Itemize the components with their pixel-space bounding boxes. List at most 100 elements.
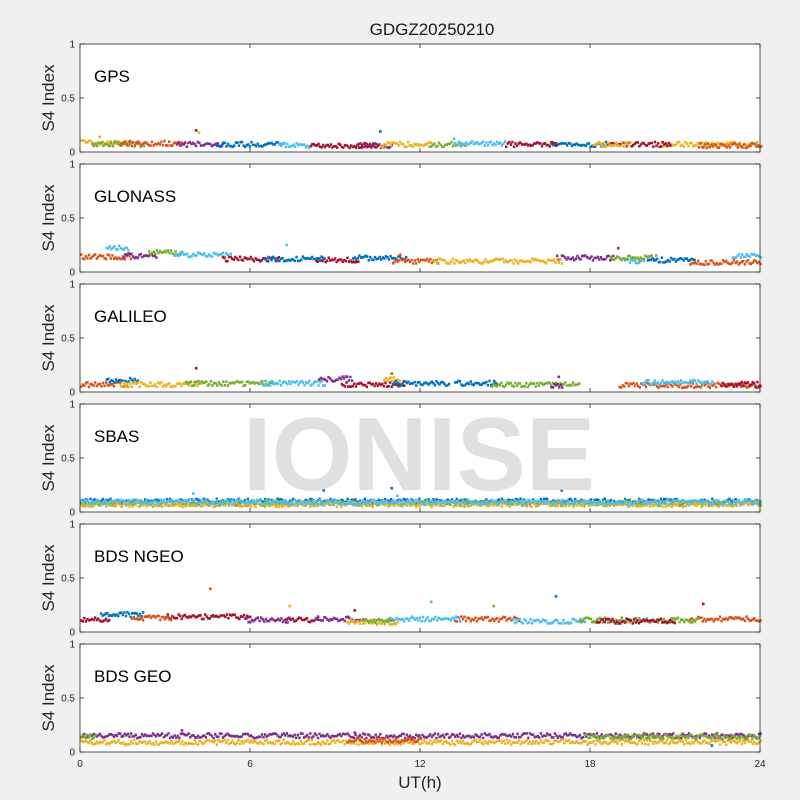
panel-plot-area: [80, 284, 760, 392]
series-2-2: [119, 376, 402, 389]
scatter-markers: [697, 141, 763, 150]
outlier-point: [353, 731, 357, 734]
y-tick-label: 0.5: [61, 694, 75, 705]
series-0-4: [216, 140, 609, 149]
y-tick-label: 0.5: [61, 94, 75, 105]
panel-label: BDS NGEO: [94, 547, 184, 566]
y-tick-label: 1: [69, 280, 75, 291]
y-tick-label: 1: [69, 520, 75, 531]
y-tick-label: 0.5: [61, 334, 75, 345]
panel-plot-area: [80, 524, 760, 632]
series-5-1: [80, 738, 762, 746]
series-2-4: [318, 375, 564, 389]
outlier-point: [194, 366, 198, 370]
series-0-7: [380, 140, 632, 149]
panel-4: 0 0.5 1 S4 Index BDS NGEO: [39, 520, 762, 639]
series-0-6: [309, 140, 672, 150]
scatter-markers: [318, 375, 354, 383]
series-1-8: [431, 257, 564, 265]
y-tick-label: 0: [69, 748, 75, 759]
y-tick-label: 1: [69, 160, 75, 171]
outlier-point: [192, 492, 195, 495]
outlier-point: [322, 489, 325, 492]
x-axis-label: UT(h): [398, 773, 441, 792]
scatter-markers: [454, 140, 507, 147]
scatter-markers: [584, 733, 762, 741]
series-1-7: [391, 257, 762, 266]
series-1-6: [264, 254, 696, 264]
x-tick-label: 18: [584, 759, 596, 770]
series-2-3: [184, 379, 581, 389]
panel-2: 0 0.5 1 S4 Index GALILEO: [39, 280, 762, 399]
y-axis-label: S4 Index: [39, 64, 58, 132]
panel-plot-area: [80, 44, 760, 152]
scatter-markers: [431, 257, 564, 265]
series-4-1: [99, 611, 145, 619]
scatter-markers: [309, 141, 379, 150]
scatter-markers: [391, 379, 451, 387]
series-2-5: [261, 378, 714, 387]
scatter-markers: [346, 736, 422, 744]
scatter-markers: [490, 381, 581, 389]
panel-label: SBAS: [94, 427, 139, 446]
series-4-5: [386, 615, 587, 625]
y-tick-label: 0: [69, 148, 75, 159]
scatter-markers: [720, 380, 762, 389]
scatter-markers: [131, 614, 173, 622]
scatter-markers: [595, 617, 676, 625]
y-axis-label: S4 Index: [39, 544, 58, 612]
scatter-markers: [261, 379, 327, 387]
series-3-3: [80, 498, 762, 506]
series-2-6: [340, 380, 762, 389]
outlier-point: [194, 129, 198, 132]
series-4-2: [131, 614, 762, 623]
panels-group: 0 0.5 1 S4 Index GPS 0 0.5 1 S4 Index GLONASS 0 0.5…: [39, 40, 763, 759]
y-axis-label: S4 Index: [39, 184, 58, 252]
series-5-2: [80, 733, 762, 741]
scatter-markers: [80, 498, 762, 506]
outlier-point: [710, 744, 714, 747]
watermark: IONISE: [243, 397, 596, 513]
outlier-point: [180, 729, 184, 732]
series-5-3: [346, 736, 422, 744]
series-4-7: [595, 617, 676, 625]
outlier-point: [285, 243, 289, 247]
scatter-markers: [592, 140, 632, 149]
scatter-markers: [216, 140, 286, 149]
outlier-point: [209, 587, 212, 591]
scatter-markers: [510, 617, 587, 625]
outlier-point: [396, 494, 399, 498]
scatter-markers: [641, 378, 714, 386]
outlier-point: [702, 602, 705, 606]
outlier-point: [98, 135, 102, 139]
y-tick-label: 0: [69, 508, 75, 519]
y-tick-label: 0: [69, 628, 75, 639]
y-tick-label: 0.5: [61, 574, 75, 585]
outlier-point: [452, 137, 456, 141]
outlier-point: [617, 246, 620, 250]
panel-5: 0 0.5 1 S4 Index BDS GEO: [39, 640, 762, 759]
scatter-markers: [244, 616, 292, 624]
panel-label: GALILEO: [94, 307, 167, 326]
scatter-markers: [609, 254, 658, 262]
outlier-point: [288, 604, 291, 608]
y-axis-label: S4 Index: [39, 304, 58, 372]
scatter-markers: [380, 140, 433, 149]
panel-plot-area: [80, 164, 760, 272]
series-0-2: [119, 139, 763, 150]
outlier-point: [430, 600, 433, 604]
y-tick-label: 1: [69, 40, 75, 51]
outlier-point: [557, 375, 561, 379]
outlier-point: [197, 131, 201, 134]
outlier-point: [390, 372, 393, 375]
scatter-markers: [176, 140, 224, 148]
outlier-point: [398, 253, 402, 256]
y-tick-label: 1: [69, 640, 75, 651]
y-axis-label: S4 Index: [39, 424, 58, 492]
x-axis: 0 6 12 18 24: [77, 759, 766, 770]
outlier-point: [390, 486, 393, 490]
scatter-markers: [363, 617, 394, 625]
scatter-markers: [80, 616, 111, 623]
outlier-point: [379, 130, 382, 133]
